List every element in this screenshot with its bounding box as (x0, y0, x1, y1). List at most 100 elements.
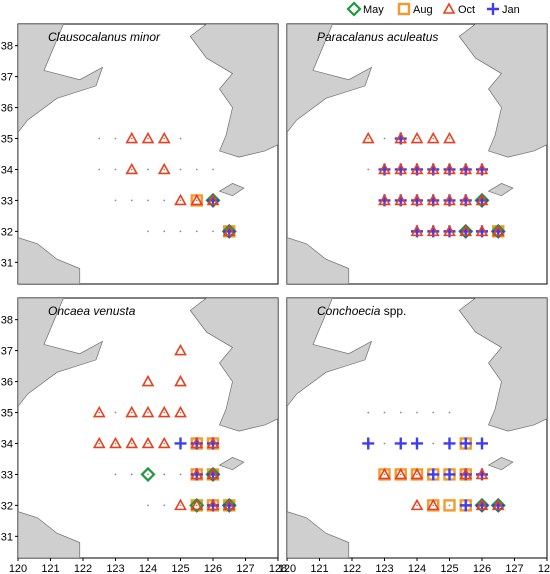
panel-title-taxon: Conchoecia (317, 304, 381, 318)
station-dot (212, 230, 214, 233)
station-dot (367, 137, 370, 140)
station-dot (98, 411, 101, 414)
y-tick-label: 34 (1, 164, 13, 176)
station-dot (367, 411, 370, 414)
station-dot (399, 411, 402, 414)
land-china (18, 298, 81, 558)
y-tick-label: 33 (1, 195, 13, 207)
obs-marker-oct (394, 193, 408, 206)
obs-marker-oct (410, 193, 424, 206)
x-tick-label: 127 (505, 563, 523, 574)
station-dot (179, 137, 182, 140)
station-dot (399, 473, 402, 476)
station-dot (432, 504, 435, 507)
obs-marker-oct (174, 498, 187, 511)
obs-marker-oct (378, 467, 391, 480)
land-china-north (287, 24, 373, 133)
land (18, 298, 278, 558)
panels: Clausocalanus minor 31 32 33 34 35 36 37 38 Parac… (1, 23, 550, 574)
obs-marker-oct (443, 224, 456, 237)
land (287, 24, 547, 284)
station-dot (432, 411, 435, 414)
station-dot (147, 137, 149, 140)
station-dot (163, 442, 166, 445)
obs-marker-oct (394, 162, 408, 175)
obs-marker-oct (141, 436, 155, 449)
panel-title-taxon: Paracalanus aculeatus (317, 30, 438, 44)
obs-marker-oct (378, 162, 391, 175)
x-tick-label: 125 (440, 563, 458, 574)
obs-marker-oct (125, 162, 139, 175)
obs-marker-oct (491, 498, 505, 511)
station-dot (147, 230, 149, 233)
land-china (287, 298, 350, 558)
station-dot (416, 473, 418, 476)
x-tick-label: 121 (310, 563, 328, 574)
obs-marker-oct (190, 467, 204, 480)
land-china-north (18, 24, 104, 133)
obs-marker-oct (206, 436, 220, 449)
obs-marker-oct (206, 193, 220, 206)
obs-marker-oct (378, 193, 391, 206)
station-dot (130, 442, 133, 445)
land-jeju (487, 457, 514, 471)
station-dot (195, 168, 198, 171)
obs-marker-oct (206, 498, 220, 511)
obs-marker-oct (222, 498, 236, 511)
station-dot (448, 504, 451, 507)
station-dot (448, 137, 451, 140)
x-tick-label: 128 (538, 563, 550, 574)
obs-marker-oct (190, 193, 204, 206)
obs-marker-oct (157, 162, 171, 175)
land-china (287, 24, 350, 284)
y-tick-label: 37 (1, 346, 13, 358)
station-dot (383, 411, 386, 414)
station-dot (130, 411, 133, 414)
station-dot (383, 137, 386, 140)
x-tick-label: 120 (9, 563, 27, 574)
land-china-north (18, 298, 104, 407)
land-jeju (218, 457, 245, 471)
x-tick-label: 126 (473, 563, 491, 574)
obs-marker-jan (427, 468, 440, 481)
obs-marker-oct (410, 162, 424, 175)
station-dot (163, 137, 166, 140)
station-dot (114, 411, 117, 414)
y-tick-label: 36 (1, 377, 13, 389)
obs-marker-oct (125, 131, 139, 144)
x-tick-label: 128 (269, 563, 287, 574)
legend-label-aug: Aug (413, 4, 433, 16)
panel-title: Paracalanus aculeatus (317, 30, 438, 44)
legend: May Aug Oct Jan (346, 1, 520, 17)
panel-title: Oncaea venusta (48, 304, 136, 318)
station-dot (195, 199, 198, 202)
x-tick-label: 127 (236, 563, 254, 574)
station-dot (98, 137, 101, 140)
map-panel-3: Oncaea venusta 31 32 33 34 35 36 37 38 120 121 122 1… (1, 297, 287, 574)
obs-marker-oct (157, 405, 171, 418)
y-tick-label: 37 (1, 72, 13, 84)
obs-marker-oct (459, 467, 473, 480)
obs-marker-oct (157, 131, 171, 144)
obs-marker-may (140, 466, 156, 482)
panel-title: Clausocalanus minor (48, 30, 161, 44)
obs-marker-oct (190, 498, 204, 511)
obs-marker-oct (394, 467, 408, 480)
station-dot (179, 473, 182, 476)
map-panel-1: Clausocalanus minor 31 32 33 34 35 36 37 38 (1, 23, 279, 285)
station-dot (195, 230, 198, 233)
x-tick-label: 122 (74, 563, 92, 574)
obs-marker-may (189, 497, 205, 513)
legend-marker-jan (487, 3, 499, 15)
station-dot (448, 411, 451, 414)
obs-marker-oct (125, 405, 139, 418)
obs-marker-oct (475, 224, 489, 237)
station-dot (147, 504, 149, 507)
obs-marker-oct (410, 131, 424, 144)
station-dot (147, 442, 149, 445)
obs-marker-oct (426, 131, 440, 144)
station-dot (195, 504, 198, 507)
x-tick-label: 123 (375, 563, 393, 574)
obs-marker-oct (109, 436, 122, 449)
